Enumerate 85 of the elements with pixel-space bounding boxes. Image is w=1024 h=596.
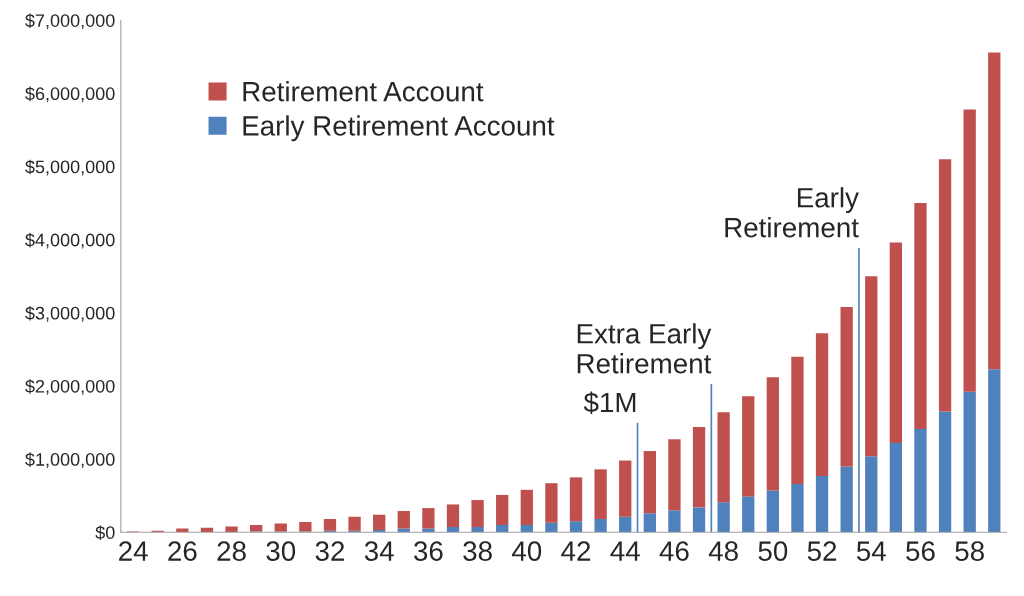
bar <box>914 429 927 533</box>
bar <box>545 522 558 533</box>
bar <box>815 333 829 476</box>
bar <box>643 513 656 533</box>
bar <box>323 519 337 531</box>
bar <box>840 306 853 467</box>
x-tick-label: 56 <box>906 541 935 561</box>
bar <box>569 477 583 522</box>
bar <box>520 489 533 525</box>
x-tick-label: 38 <box>463 541 492 561</box>
bar <box>594 519 607 533</box>
x-tick-label: 58 <box>955 541 984 561</box>
bar <box>496 494 509 525</box>
bar <box>988 369 1001 533</box>
x-tick-label: 44 <box>610 541 640 561</box>
x-tick-label: 32 <box>315 541 345 561</box>
ref-line-label: Extra Early Retirement <box>577 323 712 374</box>
bar <box>668 439 681 511</box>
x-tick-label: 34 <box>364 541 394 561</box>
bar <box>889 242 903 443</box>
bar <box>225 526 238 533</box>
bar <box>471 527 484 533</box>
bar <box>643 451 656 514</box>
x-tick-label: 40 <box>512 541 542 561</box>
bar <box>692 426 706 508</box>
bar <box>963 109 976 392</box>
bar <box>373 514 386 531</box>
bar <box>766 377 779 491</box>
bar <box>840 466 853 533</box>
x-tick-label: 46 <box>659 541 689 561</box>
bar <box>422 508 435 529</box>
bar <box>791 356 804 484</box>
bar <box>545 483 558 523</box>
bar <box>791 483 804 533</box>
bar <box>299 521 312 532</box>
bar <box>397 511 410 529</box>
ref-line-label: Early Retirement <box>725 187 859 238</box>
bar <box>865 456 878 533</box>
x-tick-label: 52 <box>807 541 837 561</box>
y-tick-label: $6,000,000 <box>25 86 115 103</box>
x-tick-label: 42 <box>561 541 591 561</box>
y-tick-label: $7,000,000 <box>25 13 115 30</box>
bar <box>717 502 730 533</box>
bar <box>569 521 583 533</box>
x-tick-label: 48 <box>708 541 738 561</box>
bar <box>742 396 755 497</box>
x-tick-label: 30 <box>266 541 296 561</box>
x-tick-label: 24 <box>119 541 148 561</box>
bar <box>938 411 952 533</box>
ref-line-label: $1M <box>583 391 636 414</box>
bar <box>938 159 952 412</box>
x-tick-label: 54 <box>856 541 886 561</box>
x-tick-label: 36 <box>414 541 443 561</box>
y-tick-label: $0 <box>95 525 115 541</box>
bar <box>889 443 903 533</box>
bar <box>988 52 1001 370</box>
y-tick-label: $2,000,000 <box>25 379 115 395</box>
bar <box>471 500 484 528</box>
bar <box>520 524 533 533</box>
bar <box>496 524 509 533</box>
bar <box>742 496 755 533</box>
bar <box>963 391 976 533</box>
bar <box>717 412 730 503</box>
x-tick-label: 26 <box>168 541 197 561</box>
bar <box>668 510 681 533</box>
bar <box>865 276 878 457</box>
bar <box>446 527 460 533</box>
legend-label: Retirement Account <box>243 81 484 102</box>
x-tick-label: 50 <box>758 541 788 561</box>
bar <box>619 460 632 517</box>
bar <box>594 469 607 520</box>
y-tick-label: $1,000,000 <box>25 452 115 468</box>
bar <box>274 523 287 532</box>
x-tick-label: 28 <box>217 541 246 561</box>
y-tick-label: $4,000,000 <box>25 232 115 249</box>
bar <box>619 516 632 533</box>
y-tick-label: $3,000,000 <box>25 305 115 322</box>
bar <box>766 490 779 533</box>
bar <box>446 504 460 528</box>
bar <box>348 516 361 531</box>
bar <box>914 203 927 430</box>
bar <box>692 507 706 533</box>
bar <box>815 475 829 533</box>
legend-label: Early Retirement Account <box>243 115 555 142</box>
y-tick-label: $5,000,000 <box>25 159 115 176</box>
